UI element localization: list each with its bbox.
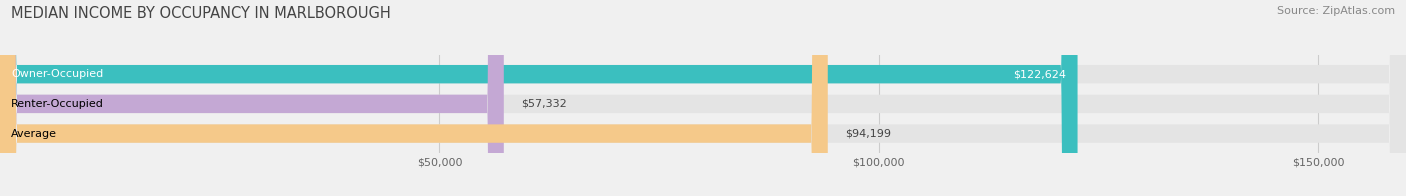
Text: Source: ZipAtlas.com: Source: ZipAtlas.com (1277, 6, 1395, 16)
Text: Average: Average (11, 129, 58, 139)
FancyBboxPatch shape (0, 0, 1077, 196)
Text: $57,332: $57,332 (520, 99, 567, 109)
Text: Owner-Occupied: Owner-Occupied (11, 69, 104, 79)
FancyBboxPatch shape (0, 0, 828, 196)
Text: $122,624: $122,624 (1014, 69, 1066, 79)
Text: MEDIAN INCOME BY OCCUPANCY IN MARLBOROUGH: MEDIAN INCOME BY OCCUPANCY IN MARLBOROUG… (11, 6, 391, 21)
Text: $94,199: $94,199 (845, 129, 890, 139)
FancyBboxPatch shape (0, 0, 503, 196)
Text: Renter-Occupied: Renter-Occupied (11, 99, 104, 109)
